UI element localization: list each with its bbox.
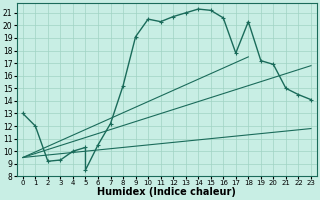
X-axis label: Humidex (Indice chaleur): Humidex (Indice chaleur) [98, 187, 236, 197]
